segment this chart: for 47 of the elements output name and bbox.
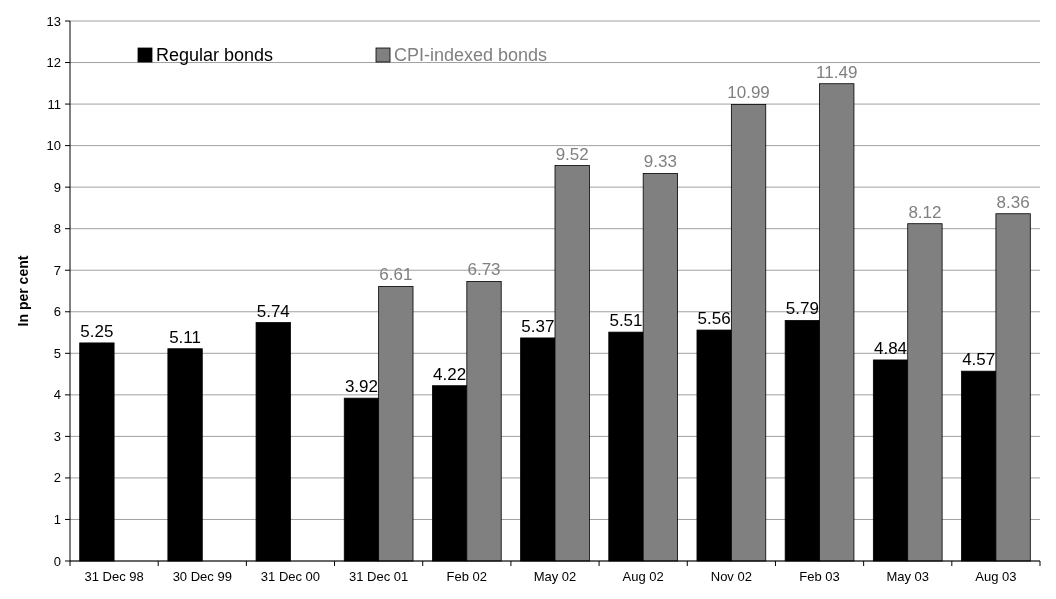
y-tick-label: 9 xyxy=(53,179,61,195)
data-label: 9.52 xyxy=(555,144,589,164)
x-tick-label: Aug 03 xyxy=(975,569,1017,584)
x-tick-label: 31 Dec 00 xyxy=(260,569,321,584)
x-tick-label: Feb 03 xyxy=(799,569,840,584)
y-tick-label: 7 xyxy=(53,262,61,278)
y-tick-label: 10 xyxy=(46,138,61,154)
data-label: 10.99 xyxy=(727,83,770,103)
legend-label: Regular bonds xyxy=(156,45,274,65)
y-tick-label: 4 xyxy=(53,387,61,403)
y-tick-label: 1 xyxy=(53,512,61,528)
y-tick-label: 13 xyxy=(46,13,61,29)
x-tick-label: 31 Dec 01 xyxy=(349,569,409,584)
x-tick-label: May 02 xyxy=(533,569,577,584)
data-label: 6.61 xyxy=(379,265,413,285)
y-tick-label: 8 xyxy=(53,221,61,237)
data-label: 5.56 xyxy=(697,309,731,329)
data-label: 8.36 xyxy=(996,192,1030,212)
x-tick-label: 30 Dec 99 xyxy=(172,569,232,584)
data-label: 11.49 xyxy=(816,62,858,82)
data-label: 3.92 xyxy=(344,377,378,397)
data-label: 8.12 xyxy=(908,202,942,222)
y-tick-label: 6 xyxy=(53,304,61,320)
x-tick-label: Nov 02 xyxy=(710,569,752,584)
data-label: 9.33 xyxy=(643,152,677,172)
data-label: 5.11 xyxy=(169,327,201,347)
data-label: 4.84 xyxy=(873,338,908,358)
data-label: 5.25 xyxy=(80,321,114,341)
x-tick-label: May 03 xyxy=(886,569,930,584)
data-label: 4.22 xyxy=(433,364,467,384)
y-tick-label: 3 xyxy=(53,428,61,444)
data-label: 5.79 xyxy=(785,299,819,319)
y-tick-label: 0 xyxy=(53,553,61,569)
y-tick-label: 2 xyxy=(53,470,61,486)
x-tick-label: Feb 02 xyxy=(446,569,488,584)
y-tick-label: 11 xyxy=(47,96,61,112)
data-label: 4.57 xyxy=(962,350,996,370)
y-axis-title: In per cent xyxy=(15,255,31,327)
data-label: 5.37 xyxy=(521,316,555,336)
data-label: 5.74 xyxy=(256,301,290,321)
x-tick-label: Aug 02 xyxy=(622,569,664,584)
x-tick-label: 31 Dec 98 xyxy=(84,569,144,584)
data-label: 5.51 xyxy=(609,311,643,331)
legend-label: CPI-indexed bonds xyxy=(394,45,548,65)
data-label: 6.73 xyxy=(467,260,501,280)
y-tick-label: 5 xyxy=(53,345,61,361)
y-tick-label: 12 xyxy=(46,55,61,71)
